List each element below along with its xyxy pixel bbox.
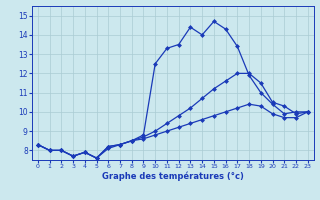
X-axis label: Graphe des températures (°c): Graphe des températures (°c) (102, 172, 244, 181)
